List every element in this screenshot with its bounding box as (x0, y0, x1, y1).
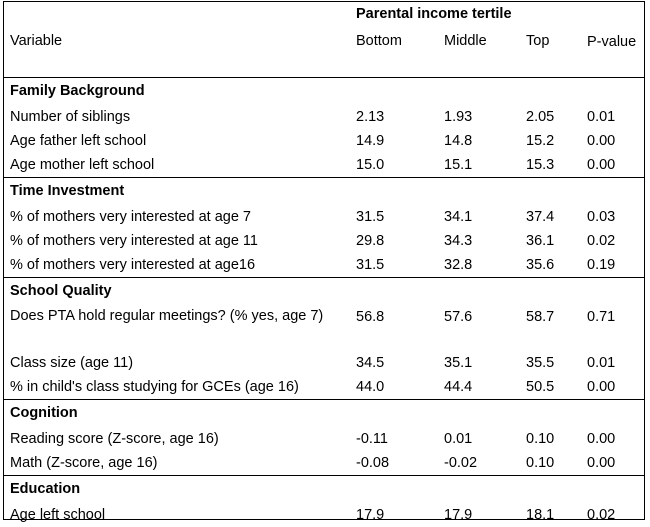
table-row: Class size (age 11) 34.5 35.1 35.5 0.01 (4, 351, 644, 375)
bottom-value: 17.9 (356, 507, 385, 523)
top-value: 35.5 (526, 355, 555, 371)
section-title: School Quality (10, 283, 112, 299)
top-value: 37.4 (526, 209, 555, 225)
p-value: 0.00 (587, 157, 616, 173)
table-row: Does PTA hold regular meetings? (% yes, … (4, 305, 644, 351)
variable-label: % of mothers very interested at age16 (10, 257, 256, 273)
top-value: 36.1 (526, 233, 555, 249)
top-value: 2.05 (526, 109, 555, 125)
top-value: 35.6 (526, 257, 555, 273)
top-value: 18.1 (526, 507, 555, 523)
bottom-value: 2.13 (356, 109, 385, 125)
middle-value: 35.1 (444, 355, 473, 371)
bottom-value: -0.11 (356, 431, 388, 447)
middle-value: 17.9 (444, 507, 473, 523)
p-value: 0.71 (587, 309, 616, 325)
variable-label: Class size (age 11) (10, 355, 134, 371)
middle-value: 15.1 (444, 157, 473, 173)
p-value: 0.00 (587, 455, 616, 471)
table-row: Math (Z-score, age 16) -0.08 -0.02 0.10 0.00 (4, 451, 644, 475)
variable-label: Reading score (Z-score, age 16) (10, 431, 219, 447)
middle-value: 34.1 (444, 209, 473, 225)
table-row: % in child's class studying for GCEs (ag… (4, 375, 644, 399)
variable-column-header: Variable (10, 33, 63, 49)
variable-label: % of mothers very interested at age 11 (10, 233, 258, 249)
middle-value: 32.8 (444, 257, 473, 273)
bottom-value: 31.5 (356, 257, 385, 273)
top-value: 15.2 (526, 133, 555, 149)
section-title-row: Time Investment (4, 178, 644, 205)
section-title-row: Cognition (4, 400, 644, 427)
bottom-value: 44.0 (356, 379, 385, 395)
bottom-value: 34.5 (356, 355, 385, 371)
p-value: 0.03 (587, 209, 616, 225)
p-value: 0.00 (587, 379, 616, 395)
bottom-value: 31.5 (356, 209, 385, 225)
table-row: Reading score (Z-score, age 16) -0.11 0.01… (4, 427, 644, 451)
top-value: 15.3 (526, 157, 555, 173)
bottom-value: -0.08 (356, 455, 390, 471)
table-section: School Quality Does PTA hold regular meet… (4, 278, 644, 400)
section-title-row: Education (4, 476, 644, 503)
middle-value: 57.6 (444, 309, 473, 325)
section-title: Time Investment (10, 183, 125, 199)
variable-label: Number of siblings (10, 109, 131, 125)
p-value-column-header: P-value (587, 34, 637, 50)
column-group-header: Parental income tertile (356, 6, 512, 22)
variable-label: Age father left school (10, 133, 147, 149)
variable-label: Does PTA hold regular meetings? (% yes, … (10, 308, 324, 324)
middle-column-header: Middle (444, 33, 487, 49)
table-header: Parental income tertile Variable Bottom … (4, 2, 644, 78)
bottom-column-header: Bottom (356, 33, 402, 49)
p-value: 0.02 (587, 507, 616, 523)
middle-value: 1.93 (444, 109, 473, 125)
middle-value: -0.02 (444, 455, 478, 471)
middle-value: 0.01 (444, 431, 473, 447)
middle-value: 14.8 (444, 133, 473, 149)
section-title-row: School Quality (4, 278, 644, 305)
data-table: Parental income tertile Variable Bottom … (3, 1, 645, 523)
section-title: Family Background (10, 83, 145, 99)
top-value: 50.5 (526, 379, 555, 395)
variable-label: % in child's class studying for GCEs (ag… (10, 379, 299, 395)
bottom-value: 14.9 (356, 133, 385, 149)
top-value: 0.10 (526, 431, 555, 447)
table-body: Family Background Number of siblings 2.13 1… (4, 78, 644, 527)
section-title: Cognition (10, 405, 78, 421)
table-row: Age father left school 14.9 14.8 15.2 0.00 (4, 129, 644, 153)
p-value: 0.00 (587, 431, 616, 447)
variable-label: % of mothers very interested at age 7 (10, 209, 251, 225)
variable-label: Math (Z-score, age 16) (10, 455, 158, 471)
p-value: 0.00 (587, 133, 616, 149)
table-row: % of mothers very interested at age16 31.… (4, 253, 644, 277)
table-section: Time Investment % of mothers very interes… (4, 178, 644, 278)
bottom-value: 29.8 (356, 233, 385, 249)
section-title: Education (10, 481, 81, 497)
bottom-value: 15.0 (356, 157, 385, 173)
top-column-header: Top (526, 33, 550, 49)
table-row: Age left school 17.9 17.9 18.1 0.02 (4, 503, 644, 527)
bottom-value: 56.8 (356, 309, 385, 325)
table-section: Family Background Number of siblings 2.13 1… (4, 78, 644, 178)
table-section: Education Age left school 17.9 17.9 18.1 0.02 (4, 476, 644, 527)
table-section: Cognition Reading score (Z-score, age 16)… (4, 400, 644, 476)
section-title-row: Family Background (4, 78, 644, 105)
p-value: 0.19 (587, 257, 616, 273)
p-value: 0.01 (587, 355, 616, 371)
p-value: 0.01 (587, 109, 616, 125)
top-value: 0.10 (526, 455, 555, 471)
table-row: % of mothers very interested at age 11 29… (4, 229, 644, 253)
p-value: 0.02 (587, 233, 616, 249)
table-row: Age mother left school 15.0 15.1 15.3 0.00 (4, 153, 644, 177)
table-row: % of mothers very interested at age 7 31.… (4, 205, 644, 229)
middle-value: 34.3 (444, 233, 473, 249)
top-value: 58.7 (526, 309, 555, 325)
middle-value: 44.4 (444, 379, 473, 395)
variable-label: Age mother left school (10, 157, 155, 173)
variable-label: Age left school (10, 507, 106, 523)
table-row: Number of siblings 2.13 1.93 2.05 0.01 (4, 105, 644, 129)
